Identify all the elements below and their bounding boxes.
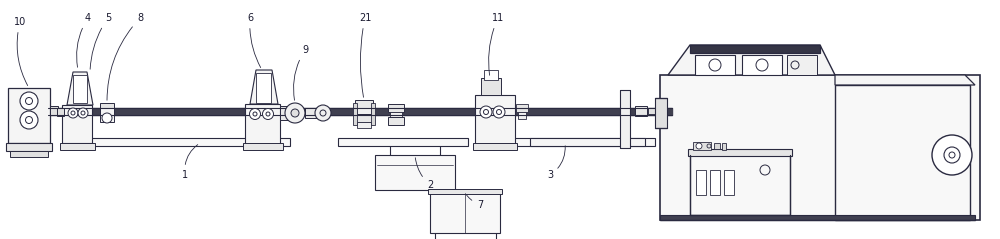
Bar (357, 108, 371, 114)
Bar (481, 78, 501, 95)
Bar (73, 75, 87, 103)
Bar (690, 45, 820, 53)
Bar (6, 143, 52, 151)
Bar (714, 143, 720, 149)
Text: 7: 7 (467, 195, 483, 210)
Bar (100, 104, 114, 122)
Bar (516, 104, 528, 112)
Bar (245, 104, 280, 146)
Bar (256, 73, 271, 103)
Bar (353, 103, 357, 125)
Bar (660, 215, 975, 220)
Text: 8: 8 (107, 13, 143, 100)
Bar (724, 170, 734, 195)
Circle shape (262, 109, 274, 120)
Polygon shape (835, 75, 975, 85)
Text: 9: 9 (294, 45, 308, 100)
Polygon shape (67, 72, 93, 105)
Bar (62, 105, 92, 143)
Circle shape (709, 59, 721, 71)
Text: 11: 11 (489, 13, 504, 75)
Bar (835, 85, 970, 220)
Circle shape (285, 103, 305, 123)
Bar (388, 104, 404, 112)
Bar (390, 112, 402, 117)
Bar (648, 108, 656, 114)
Text: 2: 2 (415, 158, 433, 190)
Circle shape (20, 111, 38, 129)
Circle shape (68, 108, 78, 118)
Bar (305, 108, 317, 118)
Bar (690, 155, 790, 215)
Bar (475, 95, 515, 145)
Bar (430, 193, 500, 233)
Polygon shape (250, 70, 278, 104)
Bar (85, 138, 290, 146)
Bar (635, 106, 647, 116)
Polygon shape (668, 45, 835, 75)
Circle shape (315, 105, 331, 121)
Bar (100, 103, 114, 108)
Bar (355, 114, 373, 122)
Bar (660, 75, 980, 220)
Bar (518, 112, 526, 119)
Bar (388, 117, 404, 125)
Text: 6: 6 (247, 13, 261, 68)
Circle shape (291, 109, 299, 117)
Bar (787, 55, 817, 75)
Bar (693, 142, 711, 150)
Bar (510, 138, 655, 146)
Bar (696, 170, 706, 195)
Circle shape (493, 106, 505, 118)
Bar (742, 55, 782, 75)
Bar (473, 143, 517, 150)
Bar (428, 189, 502, 194)
Text: 10: 10 (14, 17, 28, 86)
Bar (280, 106, 298, 120)
Bar (620, 90, 630, 148)
Bar (243, 143, 283, 150)
Text: 4: 4 (77, 13, 91, 67)
Text: 21: 21 (359, 13, 371, 97)
Bar (530, 138, 645, 146)
Bar (655, 98, 667, 128)
Bar (338, 138, 468, 146)
Bar (710, 170, 720, 195)
Bar (10, 151, 48, 157)
Text: 1: 1 (182, 145, 198, 180)
Bar (695, 55, 735, 75)
Circle shape (20, 92, 38, 110)
Circle shape (102, 113, 112, 123)
Circle shape (250, 109, 260, 120)
Circle shape (696, 143, 702, 149)
Circle shape (944, 147, 960, 163)
Circle shape (756, 59, 768, 71)
Bar (355, 100, 373, 108)
Bar (60, 143, 95, 150)
Circle shape (480, 106, 492, 118)
Bar (371, 103, 375, 125)
Bar (484, 70, 498, 80)
Text: 3: 3 (547, 146, 565, 180)
Bar (57, 108, 64, 116)
Bar (357, 122, 371, 128)
Bar (50, 106, 58, 115)
Bar (8, 88, 50, 143)
Circle shape (932, 135, 972, 175)
Bar (375, 155, 455, 190)
Circle shape (78, 108, 88, 118)
Text: 5: 5 (90, 13, 111, 69)
Bar (688, 149, 792, 156)
Bar (722, 143, 726, 150)
